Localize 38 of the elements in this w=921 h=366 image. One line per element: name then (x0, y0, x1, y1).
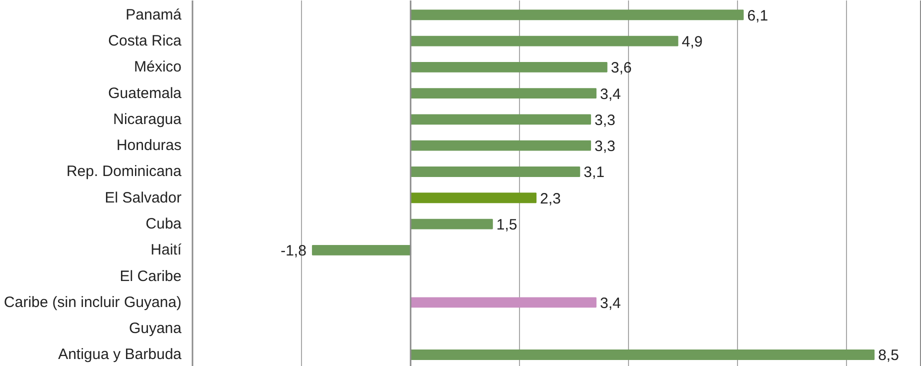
data-label: 3,4 (600, 86, 621, 103)
bar (410, 166, 580, 177)
bar (410, 114, 592, 125)
bar (410, 36, 678, 46)
y-tick-label: Cuba (146, 216, 182, 233)
y-tick-label: Antigua y Barbuda (58, 346, 182, 364)
data-label: 3,4 (600, 294, 621, 312)
data-label: 8,5 (878, 347, 899, 364)
data-label: 4,9 (682, 34, 703, 51)
data-label: 3,1 (584, 164, 604, 182)
data-label: 3,6 (610, 60, 632, 77)
y-tick-label: Panamá (126, 6, 182, 24)
y-tick-label: Costa Rica (108, 32, 182, 50)
data-label: 1,5 (496, 216, 518, 234)
bar (410, 88, 596, 99)
y-tick-label: El Caribe (120, 268, 182, 285)
data-label: -1,8 (280, 242, 306, 260)
data-label: 2,3 (540, 190, 561, 208)
y-tick-label: Guyana (128, 320, 182, 338)
bar (410, 297, 596, 308)
bar (410, 62, 608, 72)
data-label: 3,3 (594, 112, 616, 129)
y-tick-label: El Salvador (104, 189, 182, 206)
y-tick-label: Honduras (116, 137, 182, 154)
bar (312, 244, 412, 256)
data-label: 6,1 (747, 7, 768, 24)
y-tick-label: Guatemala (108, 84, 182, 102)
bar (410, 218, 493, 230)
y-tick-label: Haití (150, 242, 182, 259)
y-tick-label: México (134, 58, 182, 76)
y-tick-label: Rep. Dominicana (66, 163, 182, 180)
bar (410, 140, 592, 151)
bar (410, 10, 744, 20)
y-tick-label: Nicaragua (113, 110, 182, 128)
bar (410, 192, 537, 204)
y-tick-label: Caribe (sin incluir Guyana) (4, 294, 182, 311)
bar (410, 350, 875, 360)
data-label: 3,3 (594, 138, 616, 156)
